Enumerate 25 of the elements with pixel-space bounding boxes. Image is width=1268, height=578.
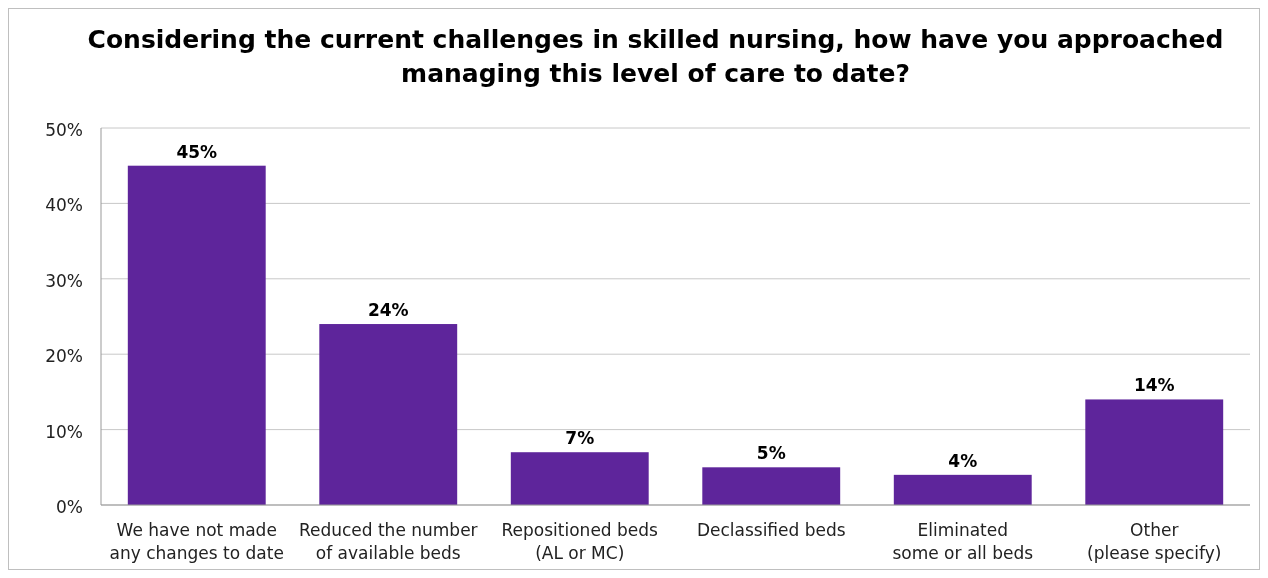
y-tick-label: 20%: [45, 346, 83, 367]
x-tick-label: We have not made any changes to date: [109, 520, 284, 563]
data-label: 7%: [565, 428, 595, 449]
x-tick-label: Eliminated some or all beds: [892, 520, 1034, 563]
y-tick-label: 50%: [45, 120, 83, 140]
data-label: 5%: [756, 443, 786, 464]
bar: [510, 452, 649, 505]
data-label: 45%: [176, 141, 218, 162]
data-label: 4%: [948, 450, 978, 471]
y-tick-label: 30%: [45, 270, 83, 291]
data-label: 14%: [1133, 375, 1175, 396]
y-tick-label: 10%: [45, 421, 83, 442]
x-tick-label: Reduced the number of available beds: [298, 520, 478, 563]
bar: [893, 474, 1032, 505]
x-tick-label: Other (please specify): [1087, 520, 1222, 563]
chart-title: Considering the current challenges in skilled nursing, how have you approached managing this level of care to date?: [87, 25, 1224, 88]
bar: [702, 467, 841, 505]
x-tick-label: Repositioned beds (AL or MC): [501, 520, 659, 563]
data-label: 24%: [367, 300, 409, 321]
bar: [1085, 399, 1224, 505]
bar: [319, 324, 458, 505]
y-tick-label: 0%: [56, 497, 83, 517]
x-tick-label: Declassified beds: [696, 520, 846, 540]
y-tick-label: 40%: [45, 195, 83, 216]
bar: [127, 165, 266, 505]
